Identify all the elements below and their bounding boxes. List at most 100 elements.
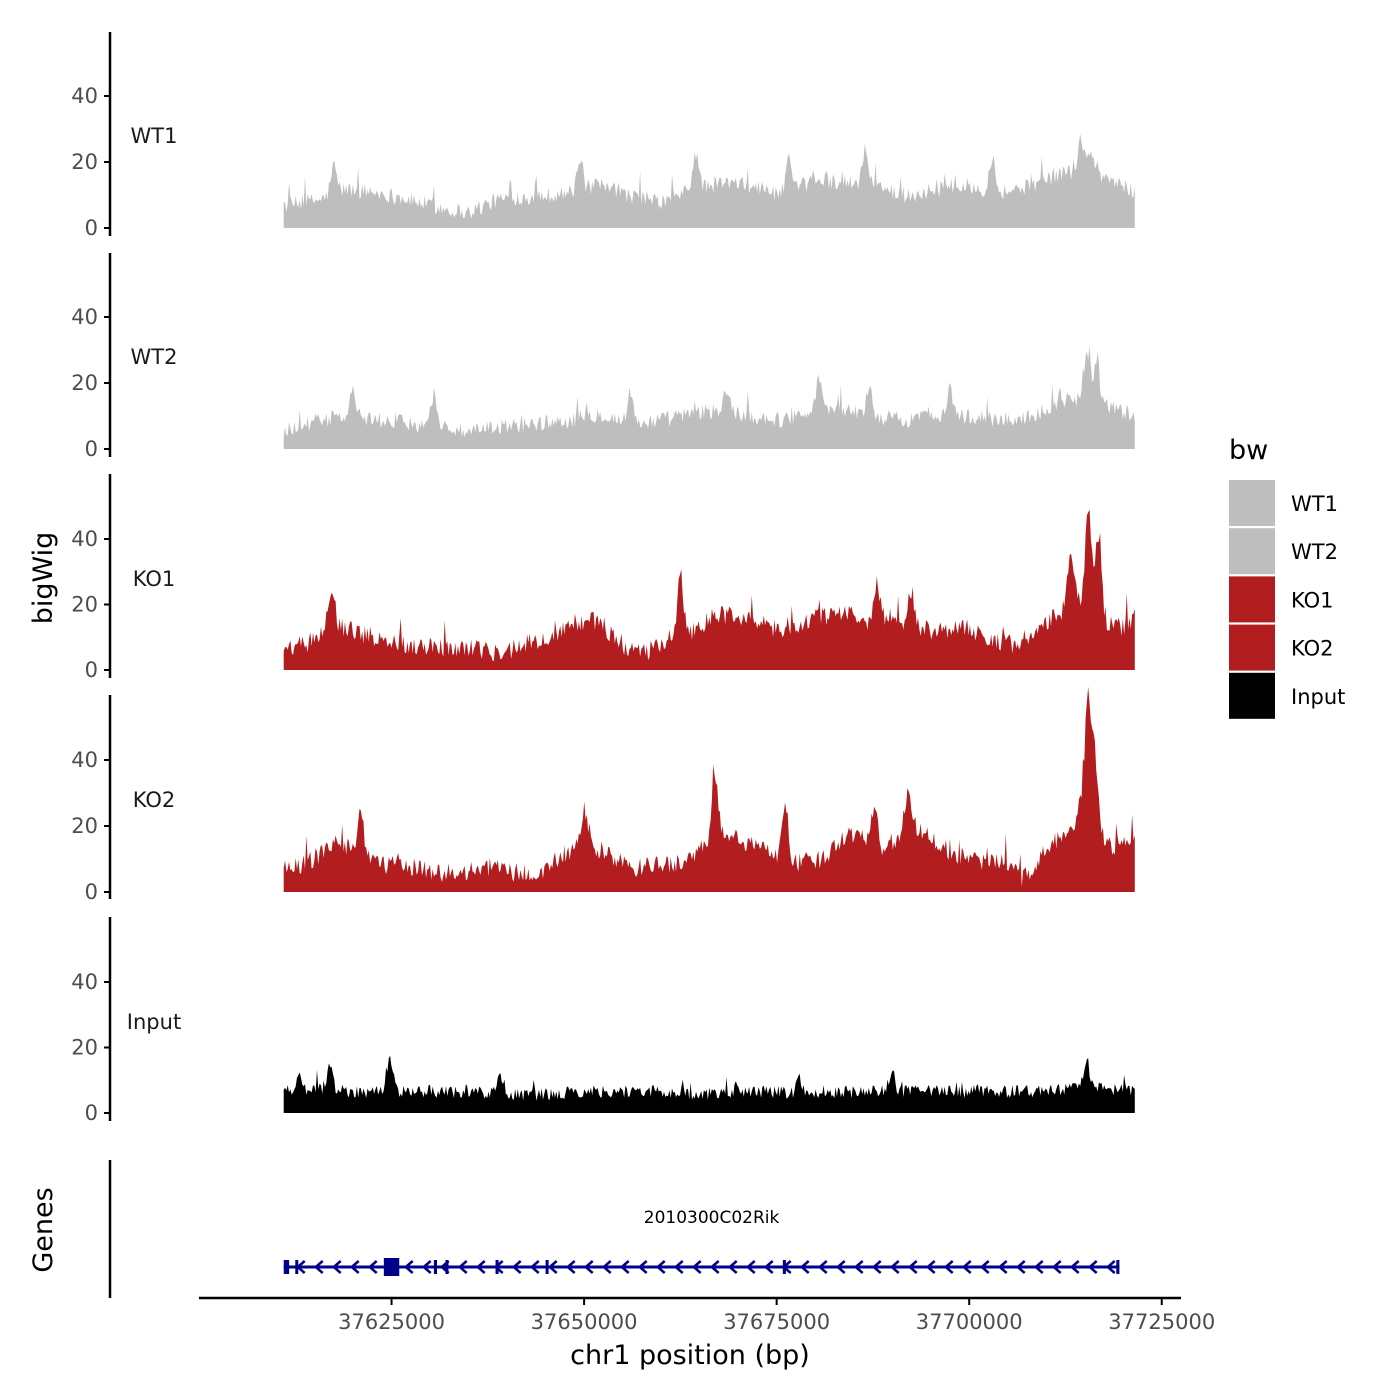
y-tick-label: 0: [85, 216, 98, 240]
track-input: 0 20 40 Input: [71, 917, 1135, 1125]
strand-arrow: [1069, 1260, 1080, 1274]
strand-arrow: [1033, 1260, 1044, 1274]
strand-arrow: [421, 1260, 432, 1274]
genes-axis-title: Genes: [28, 1187, 59, 1272]
strand-arrow: [709, 1260, 720, 1274]
legend-label-wt2: WT2: [1291, 540, 1338, 564]
strand-arrow: [583, 1260, 594, 1274]
genes-panel: 2010300C02Rik: [108, 1160, 1120, 1298]
strand-arrow: [637, 1260, 648, 1274]
strand-arrow: [997, 1260, 1008, 1274]
strand-arrow: [403, 1260, 414, 1274]
strand-arrow: [1015, 1260, 1026, 1274]
exon: [295, 1260, 299, 1274]
strand-arrow: [529, 1260, 540, 1274]
x-tick-label: 37725000: [1108, 1310, 1215, 1334]
strand-arrow: [799, 1260, 810, 1274]
track-label: WT2: [131, 345, 178, 369]
strand-arrow: [673, 1260, 684, 1274]
strand-arrow: [817, 1260, 828, 1274]
coverage-area-ko1: [283, 509, 1135, 670]
coverage-area-wt1: [283, 134, 1135, 228]
strand-arrow: [727, 1260, 738, 1274]
strand-arrow: [961, 1260, 972, 1274]
track-label: KO1: [133, 567, 176, 591]
legend: bw WT1 WT2 KO1 KO2 Input: [1229, 435, 1345, 719]
legend-swatch-wt1: [1229, 480, 1275, 526]
track-wt1: 0 20 40 WT1: [71, 32, 1135, 240]
coverage-area-wt2: [283, 346, 1135, 449]
x-tick-label: 37650000: [531, 1310, 638, 1334]
track-ko1: 0 20 40 KO1: [71, 474, 1135, 682]
exon: [495, 1260, 499, 1274]
exon: [383, 1258, 400, 1276]
strand-arrow: [349, 1260, 360, 1274]
legend-label-ko1: KO1: [1291, 588, 1334, 612]
strand-arrow: [457, 1260, 468, 1274]
exon: [283, 1260, 290, 1274]
track-label: WT1: [131, 124, 178, 148]
strand-arrow: [691, 1260, 702, 1274]
gene-name-label: 2010300C02Rik: [644, 1208, 780, 1228]
exon: [445, 1260, 449, 1274]
y-tick-label: 40: [71, 527, 98, 551]
strand-arrow: [367, 1260, 378, 1274]
y-tick-label: 0: [85, 880, 98, 904]
x-axis: 37625000 37650000 37675000 37700000 37725000: [199, 1296, 1215, 1334]
y-tick-label: 0: [85, 1101, 98, 1125]
exon: [545, 1260, 549, 1274]
y-tick-label: 20: [71, 150, 98, 174]
x-tick-label: 37675000: [723, 1310, 830, 1334]
x-tick-label: 37700000: [916, 1310, 1023, 1334]
legend-label-wt1: WT1: [1291, 492, 1338, 516]
y-tick-label: 0: [85, 658, 98, 682]
strand-arrow: [763, 1260, 774, 1274]
strand-arrow: [979, 1260, 990, 1274]
y-tick-label: 40: [71, 970, 98, 994]
strand-arrow: [835, 1260, 846, 1274]
legend-swatch-wt2: [1229, 528, 1275, 575]
track-label: Input: [127, 1010, 181, 1034]
coverage-area-input: [283, 1055, 1135, 1113]
strand-arrow: [475, 1260, 486, 1274]
y-tick-label: 40: [71, 748, 98, 772]
gene-model: 2010300C02Rik: [283, 1208, 1120, 1276]
strand-arrow: [745, 1260, 756, 1274]
strand-arrow: [1087, 1260, 1098, 1274]
legend-label-input: Input: [1291, 685, 1345, 709]
y-tick-label: 0: [85, 437, 98, 461]
strand-arrow: [313, 1260, 324, 1274]
strand-arrow: [889, 1260, 900, 1274]
y-axis-title: bigWig: [28, 532, 59, 625]
y-tick-label: 20: [71, 371, 98, 395]
legend-title: bw: [1229, 435, 1268, 466]
strand-arrow: [907, 1260, 918, 1274]
strand-arrow: [601, 1260, 612, 1274]
y-tick-label: 20: [71, 593, 98, 617]
exon: [782, 1260, 786, 1274]
strand-arrow: [547, 1260, 558, 1274]
strand-arrow: [1051, 1260, 1062, 1274]
track-wt2: 0 20 40 WT2: [71, 253, 1135, 461]
x-tick-label: 37625000: [338, 1310, 445, 1334]
strand-arrow: [619, 1260, 630, 1274]
legend-swatch-input: [1229, 672, 1275, 719]
strand-arrow: [1105, 1260, 1116, 1274]
y-tick-label: 20: [71, 1036, 98, 1060]
strand-arrow: [565, 1260, 576, 1274]
y-tick-label: 40: [71, 305, 98, 329]
exon: [1116, 1260, 1120, 1274]
exon: [433, 1260, 437, 1274]
y-tick-label: 40: [71, 84, 98, 108]
strand-arrow: [331, 1260, 342, 1274]
legend-swatch-ko1: [1229, 576, 1275, 623]
strand-arrow: [943, 1260, 954, 1274]
track-ko2: 0 20 40 KO2: [71, 686, 1135, 904]
strand-arrow: [871, 1260, 882, 1274]
y-tick-label: 20: [71, 814, 98, 838]
strand-arrow: [511, 1260, 522, 1274]
legend-label-ko2: KO2: [1291, 637, 1334, 661]
strand-arrow: [655, 1260, 666, 1274]
strand-arrow: [925, 1260, 936, 1274]
